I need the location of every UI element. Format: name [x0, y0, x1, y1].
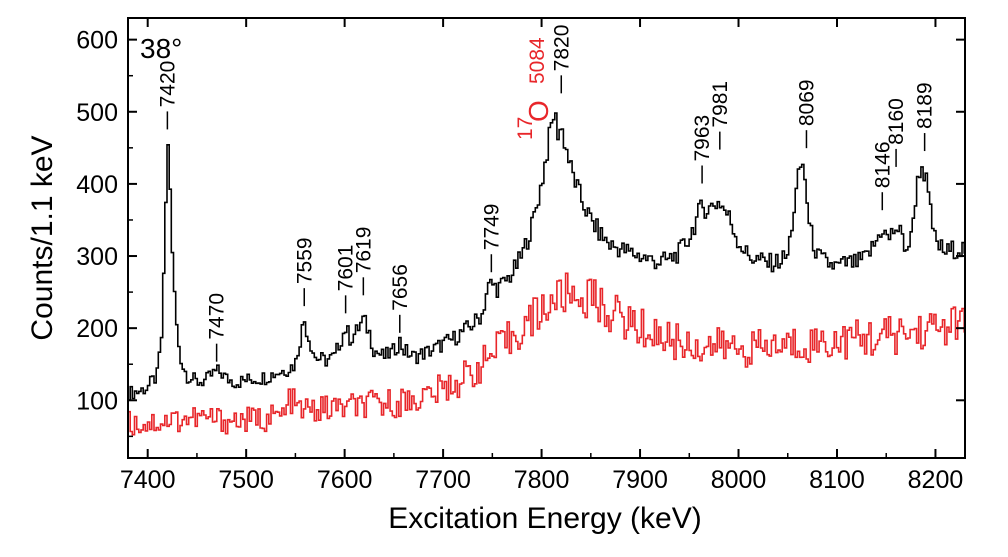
peak-label-7749: 7749 [480, 204, 503, 251]
y-axis-title: Counts/1.1 keV [26, 135, 59, 340]
peak-label-7656: 7656 [389, 264, 412, 311]
peak-label-8146: 8146 [871, 141, 894, 188]
ticks-layer: 7400 7500 7600 7700 7800 7900 8000 8100 8200 100 2… [76, 18, 965, 494]
x-tick-label: 7800 [514, 466, 570, 494]
x-tick-label: 7900 [612, 466, 668, 494]
y-tick-label: 400 [76, 171, 118, 199]
x-tick-label: 8100 [809, 466, 865, 494]
x-tick-label: 8000 [711, 466, 767, 494]
angle-label: 38° [140, 33, 182, 64]
contaminant-mass-label: 17 [514, 117, 537, 140]
x-axis-title: Excitation Energy (keV) [388, 502, 701, 535]
y-tick-label: 600 [76, 27, 118, 55]
y-tick-label: 200 [76, 315, 118, 343]
plot-frame [127, 17, 966, 459]
peak-label-7601: 7601 [335, 245, 358, 292]
contaminant-energy-label: 5084 [526, 37, 549, 84]
peak-label-7559: 7559 [293, 237, 316, 284]
x-tick-label: 7700 [415, 466, 471, 494]
x-tick-label: 7400 [120, 466, 176, 494]
x-tick-label: 8200 [908, 466, 964, 494]
x-tick-label: 7600 [317, 466, 373, 494]
y-tick-label: 100 [76, 387, 118, 415]
peak-label-7470: 7470 [206, 293, 229, 340]
peak-label-7963: 7963 [691, 115, 714, 162]
peak-label-8189: 8189 [914, 82, 937, 129]
contaminant-label: 17 O 5084 [514, 37, 554, 140]
peak-label-7981: 7981 [709, 81, 732, 128]
peak-label-7420: 7420 [156, 61, 179, 108]
peak-label-8160: 8160 [885, 98, 908, 145]
y-tick-label: 300 [76, 243, 118, 271]
y-tick-label: 500 [76, 99, 118, 127]
peak-label-7619: 7619 [352, 227, 375, 274]
peak-label-7820: 7820 [550, 25, 573, 72]
series-layer [128, 112, 965, 436]
x-tick-label: 7500 [218, 466, 274, 494]
peak-label-8069: 8069 [795, 79, 818, 126]
contaminant-element-label: O [523, 100, 554, 122]
series-line-1 [128, 272, 965, 436]
series-line-0 [128, 112, 965, 401]
